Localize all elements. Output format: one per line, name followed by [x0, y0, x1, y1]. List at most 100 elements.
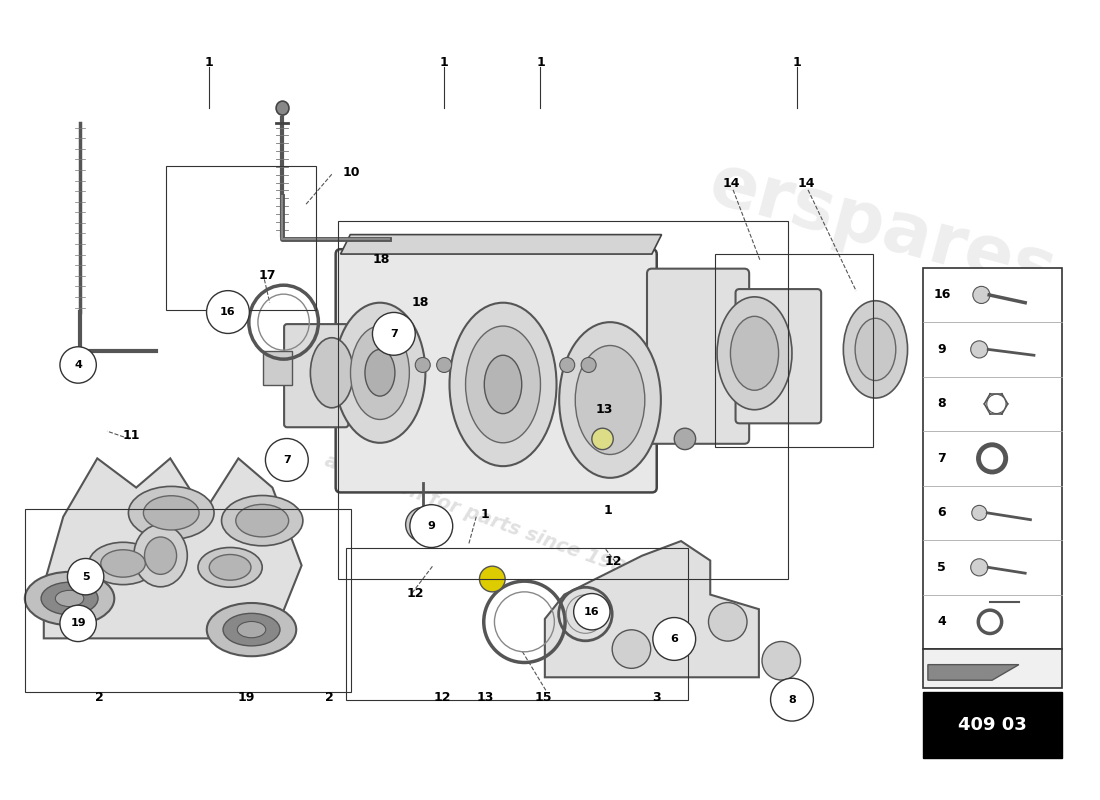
Text: 1: 1: [604, 504, 613, 517]
Text: 8: 8: [788, 694, 795, 705]
Text: 6: 6: [937, 506, 946, 519]
Text: 11: 11: [123, 429, 141, 442]
Ellipse shape: [198, 547, 262, 587]
Circle shape: [59, 346, 97, 383]
Circle shape: [971, 506, 987, 520]
Text: 1: 1: [793, 57, 802, 70]
Polygon shape: [544, 541, 759, 678]
Circle shape: [674, 428, 695, 450]
Text: 8: 8: [937, 398, 946, 410]
Ellipse shape: [25, 572, 114, 625]
Ellipse shape: [717, 297, 792, 410]
Ellipse shape: [730, 316, 779, 390]
Ellipse shape: [143, 496, 199, 530]
Circle shape: [592, 428, 613, 450]
Circle shape: [708, 602, 747, 641]
Polygon shape: [341, 234, 661, 254]
Text: 7: 7: [283, 455, 290, 465]
Circle shape: [265, 438, 308, 482]
Circle shape: [652, 618, 695, 660]
Ellipse shape: [844, 301, 908, 398]
Ellipse shape: [365, 350, 395, 396]
Bar: [166, 166, 316, 310]
Text: 5: 5: [937, 561, 946, 574]
Text: a passion for parts since 1985: a passion for parts since 1985: [322, 451, 640, 582]
Text: 16: 16: [220, 307, 235, 317]
Text: 14: 14: [723, 177, 739, 190]
Circle shape: [970, 558, 988, 576]
Ellipse shape: [207, 603, 296, 656]
Text: 4: 4: [937, 615, 946, 628]
Polygon shape: [928, 665, 1019, 680]
Circle shape: [972, 286, 990, 303]
Circle shape: [207, 290, 250, 334]
Text: 3: 3: [651, 691, 660, 704]
FancyBboxPatch shape: [284, 324, 349, 427]
Ellipse shape: [223, 614, 280, 646]
Text: 16: 16: [584, 606, 600, 617]
Circle shape: [59, 605, 97, 642]
Circle shape: [560, 358, 574, 373]
Circle shape: [581, 358, 596, 373]
Circle shape: [415, 358, 430, 373]
Circle shape: [970, 341, 988, 358]
Text: 5: 5: [81, 572, 89, 582]
Circle shape: [373, 313, 415, 355]
Ellipse shape: [209, 554, 251, 580]
Text: 7: 7: [390, 329, 398, 339]
Circle shape: [480, 566, 505, 592]
Text: 409 03: 409 03: [958, 716, 1026, 734]
Text: 18: 18: [372, 254, 389, 266]
Bar: [923, 268, 1062, 649]
Text: 1: 1: [205, 57, 213, 70]
Ellipse shape: [129, 486, 214, 539]
Ellipse shape: [101, 550, 145, 577]
Circle shape: [613, 630, 651, 668]
Text: 15: 15: [535, 691, 552, 704]
Text: 18: 18: [411, 296, 429, 310]
Text: 7: 7: [937, 452, 946, 465]
Text: 4: 4: [74, 360, 82, 370]
Circle shape: [437, 358, 452, 373]
Text: 13: 13: [596, 403, 614, 416]
Text: 12: 12: [407, 586, 424, 599]
Text: 1: 1: [440, 57, 449, 70]
Circle shape: [410, 505, 453, 547]
Text: 2: 2: [326, 691, 334, 704]
Ellipse shape: [134, 525, 187, 587]
Ellipse shape: [89, 542, 157, 585]
Text: 9: 9: [937, 343, 946, 356]
Ellipse shape: [334, 302, 426, 443]
FancyBboxPatch shape: [736, 289, 822, 423]
Bar: [715, 254, 873, 446]
Text: 1: 1: [536, 57, 544, 70]
FancyBboxPatch shape: [647, 269, 749, 444]
Text: 12: 12: [605, 555, 621, 568]
Text: 9: 9: [428, 521, 436, 531]
Circle shape: [762, 642, 801, 680]
Circle shape: [67, 558, 103, 595]
Circle shape: [771, 678, 813, 721]
Ellipse shape: [276, 101, 289, 115]
Ellipse shape: [235, 504, 288, 537]
Polygon shape: [44, 458, 301, 638]
Ellipse shape: [221, 495, 302, 546]
Ellipse shape: [450, 302, 557, 466]
Text: 16: 16: [933, 289, 950, 302]
Bar: [24, 509, 351, 692]
Bar: [923, 649, 1062, 688]
Text: 19: 19: [70, 618, 86, 628]
Text: 12: 12: [433, 691, 451, 704]
Text: 17: 17: [258, 269, 276, 282]
Circle shape: [573, 594, 610, 630]
Text: 10: 10: [342, 166, 360, 179]
Ellipse shape: [559, 322, 661, 478]
Bar: [345, 548, 689, 700]
Ellipse shape: [41, 582, 98, 614]
Ellipse shape: [575, 346, 645, 454]
Ellipse shape: [55, 590, 84, 606]
Text: 1: 1: [481, 508, 490, 521]
Text: 2: 2: [96, 691, 103, 704]
Ellipse shape: [484, 355, 521, 414]
Ellipse shape: [351, 326, 409, 419]
